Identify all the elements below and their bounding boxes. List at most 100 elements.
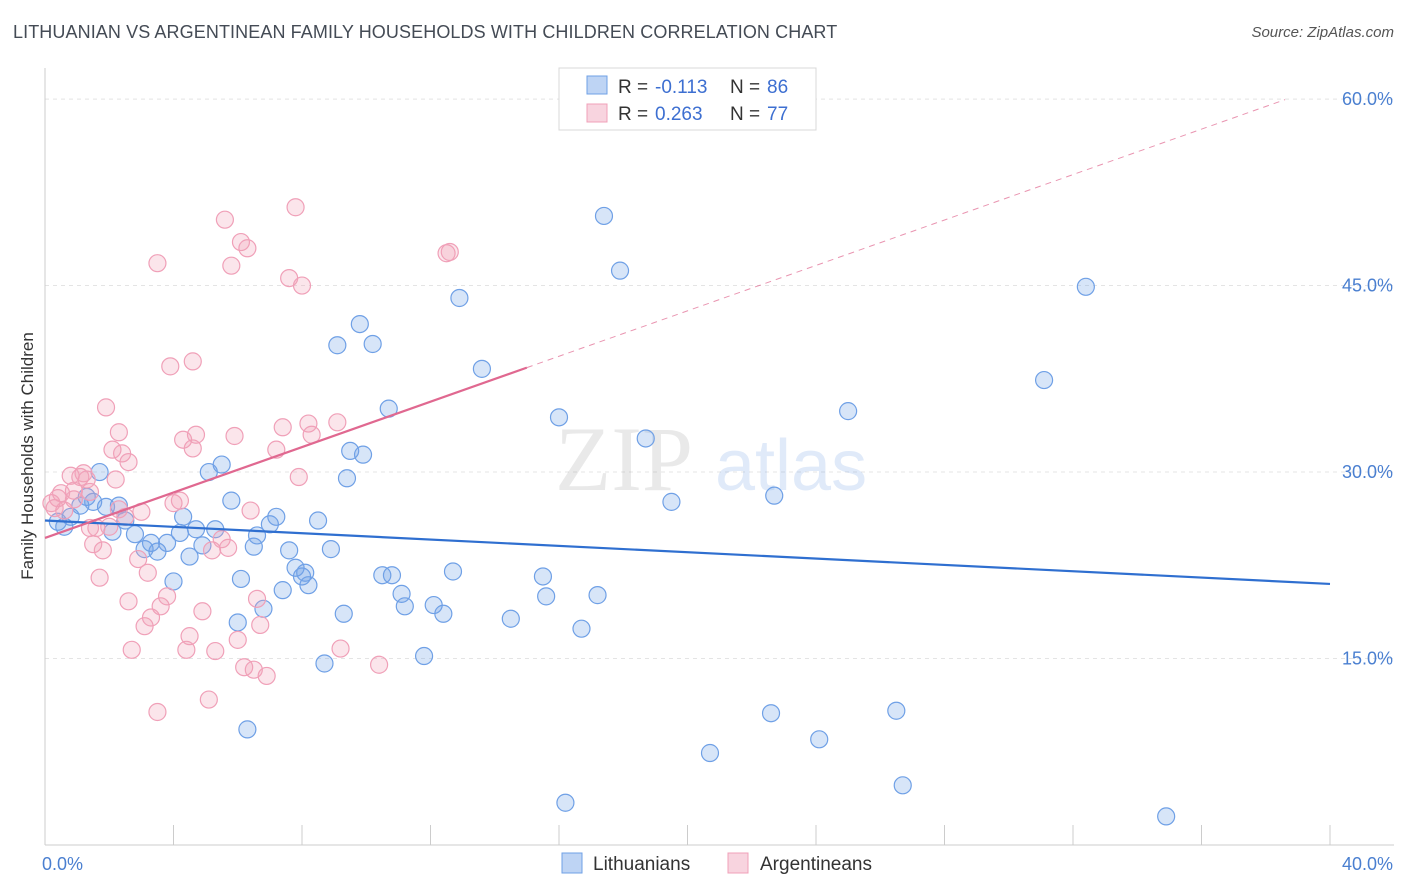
legend-swatch-lithuanians xyxy=(586,75,608,95)
point-argentineans xyxy=(64,490,84,509)
point-lithuanians xyxy=(893,776,912,795)
point-lithuanians xyxy=(414,646,434,666)
y-tick-label: 45.0% xyxy=(1342,276,1393,296)
bottom-legend-label-lithuanians: Lithuanians xyxy=(593,854,690,875)
point-argentineans xyxy=(247,589,267,608)
point-argentineans xyxy=(170,491,190,510)
legend-n-value-lithuanians: 86 xyxy=(767,77,788,98)
point-lithuanians xyxy=(125,525,145,544)
point-lithuanians xyxy=(157,533,177,553)
point-lithuanians xyxy=(537,587,556,606)
point-argentineans xyxy=(183,439,202,458)
point-argentineans xyxy=(251,615,270,635)
point-lithuanians xyxy=(267,507,286,526)
point-argentineans xyxy=(257,666,276,686)
point-argentineans xyxy=(299,414,318,433)
point-lithuanians xyxy=(373,566,392,585)
point-argentineans xyxy=(206,641,225,661)
point-lithuanians xyxy=(556,793,575,812)
point-lithuanians xyxy=(334,604,353,623)
point-argentineans xyxy=(177,640,196,659)
point-argentineans xyxy=(109,423,128,442)
point-lithuanians xyxy=(222,491,241,510)
point-lithuanians xyxy=(636,429,655,448)
y-tick-label: 15.0% xyxy=(1342,649,1393,669)
point-lithuanians xyxy=(1076,277,1095,296)
point-lithuanians xyxy=(244,537,263,556)
point-argentineans xyxy=(199,690,218,709)
point-lithuanians xyxy=(328,336,347,355)
y-axis-label: Family Households with Children xyxy=(18,332,37,580)
point-argentineans xyxy=(215,210,234,229)
point-lithuanians xyxy=(299,576,318,595)
x-tick-label-min: 0.0% xyxy=(42,854,83,874)
x-tick-label-max: 40.0% xyxy=(1342,854,1393,874)
point-argentineans xyxy=(241,501,260,520)
point-argentineans xyxy=(273,418,292,437)
point-lithuanians xyxy=(839,402,858,421)
point-lithuanians xyxy=(273,581,292,600)
point-lithuanians xyxy=(337,469,357,488)
point-argentineans xyxy=(80,482,100,502)
point-lithuanians xyxy=(238,720,257,739)
point-argentineans xyxy=(238,239,257,258)
point-argentineans xyxy=(331,639,350,658)
point-argentineans xyxy=(151,597,170,616)
trend-extension-argentineans xyxy=(526,99,1286,369)
point-lithuanians xyxy=(501,609,520,628)
point-lithuanians xyxy=(887,701,906,720)
point-argentineans xyxy=(93,541,112,560)
point-lithuanians xyxy=(662,492,681,511)
point-lithuanians xyxy=(434,604,453,623)
point-argentineans xyxy=(90,568,109,587)
point-lithuanians xyxy=(180,547,199,566)
legend-top: R = -0.113 N = 86 R = 0.263 N = 77 xyxy=(558,67,817,131)
point-lithuanians xyxy=(193,536,212,555)
point-argentineans xyxy=(148,254,167,273)
point-lithuanians xyxy=(212,455,231,474)
point-argentineans xyxy=(222,256,241,275)
point-lithuanians xyxy=(382,566,402,585)
point-lithuanians xyxy=(450,288,469,308)
point-lithuanians xyxy=(280,541,299,560)
point-argentineans xyxy=(286,198,305,217)
point-lithuanians xyxy=(572,619,591,638)
point-argentineans xyxy=(161,357,180,376)
legend-r-label-lithuanians: R = xyxy=(618,77,648,98)
point-lithuanians xyxy=(761,704,781,723)
legend-r-value-lithuanians: -0.113 xyxy=(655,77,707,98)
bottom-legend-swatch-lithuanians xyxy=(561,852,583,874)
legend-bottom: Lithuanians Argentineans xyxy=(561,852,872,875)
point-lithuanians xyxy=(700,743,720,763)
point-lithuanians xyxy=(315,654,334,673)
watermark: ZIP atlas xyxy=(555,408,867,510)
point-lithuanians xyxy=(353,445,373,464)
point-argentineans xyxy=(186,425,206,444)
point-argentineans xyxy=(225,426,244,446)
point-lithuanians xyxy=(231,569,251,589)
point-argentineans xyxy=(100,517,119,536)
point-argentineans xyxy=(96,398,116,417)
point-lithuanians xyxy=(395,597,414,616)
point-lithuanians xyxy=(610,261,630,280)
y-tick-label: 30.0% xyxy=(1342,462,1393,482)
point-argentineans xyxy=(129,549,148,569)
point-argentineans xyxy=(106,470,125,489)
point-lithuanians xyxy=(549,408,569,427)
point-argentineans xyxy=(157,587,177,606)
legend-r-label-argentineans: R = xyxy=(618,104,648,125)
legend-box xyxy=(558,67,817,131)
chart-title: LITHUANIAN VS ARGENTINEAN FAMILY HOUSEHO… xyxy=(13,22,838,42)
point-lithuanians xyxy=(443,562,463,581)
point-argentineans xyxy=(148,702,167,722)
legend-n-value-argentineans: 77 xyxy=(767,104,788,125)
point-argentineans xyxy=(119,452,138,472)
point-lithuanians xyxy=(810,730,829,749)
trend-line-argentineans xyxy=(44,366,528,539)
point-lithuanians xyxy=(533,567,553,586)
legend-r-value-argentineans: 0.263 xyxy=(655,104,703,125)
point-argentineans xyxy=(183,352,202,371)
point-argentineans xyxy=(328,413,347,432)
point-argentineans xyxy=(119,592,138,611)
